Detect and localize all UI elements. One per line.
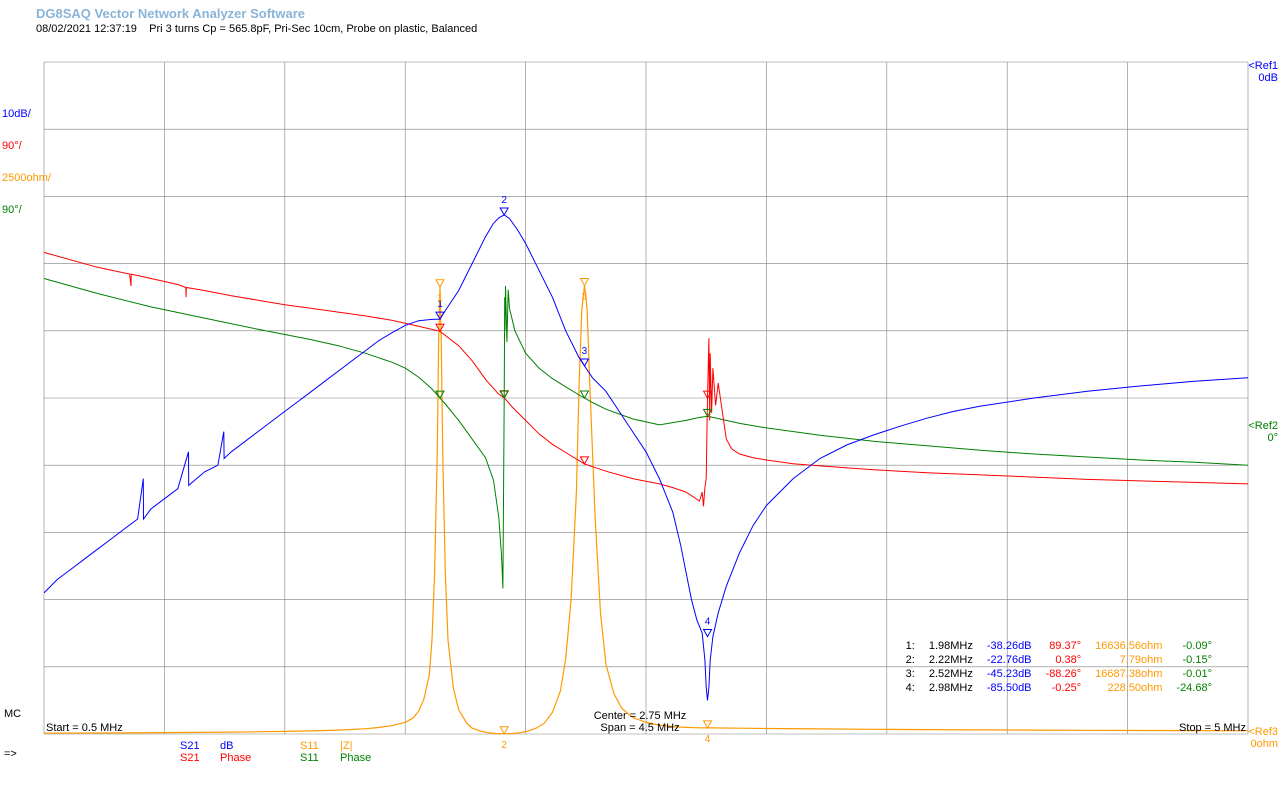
mc-label: MC	[4, 708, 21, 720]
y-label: 2500ohm/	[2, 170, 51, 186]
y-label: 10dB/	[2, 106, 51, 122]
svg-text:4: 4	[705, 617, 711, 628]
x-center-label: Center = 2.75 MHzSpan = 4.5 MHz	[0, 710, 1280, 734]
y-ref-label: <Ref1 0dB	[1248, 60, 1278, 84]
description: Pri 3 turns Cp = 565.8pF, Pri-Sec 10cm, …	[149, 23, 477, 35]
svg-text:2: 2	[501, 740, 507, 751]
plot-area[interactable]: 11223344 10dB/ 90°/ 2500ohm/ 90°/ <Ref1 …	[0, 48, 1280, 768]
y-label: 90°/	[2, 138, 51, 154]
trace-legend: S21dBS11|Z|S21PhaseS11Phase	[180, 740, 420, 764]
timestamp: 08/02/2021 12:37:19	[36, 23, 137, 35]
marker-readout-table: 1:1.98MHz-38.26dB89.37°16636.56ohm-0.09°…	[898, 638, 1220, 696]
app-title: DG8SAQ Vector Network Analyzer Software	[0, 0, 1280, 23]
subtitle: 08/02/2021 12:37:19 Pri 3 turns Cp = 565…	[0, 23, 1280, 41]
arrow-label: =>	[4, 748, 17, 760]
svg-text:1: 1	[437, 293, 443, 304]
x-stop-label: Stop = 5 MHz	[1179, 722, 1246, 734]
y-ref-label: <Ref2 0°	[1248, 420, 1278, 444]
svg-text:3: 3	[582, 346, 588, 357]
svg-text:4: 4	[705, 734, 711, 745]
y-label: 90°/	[2, 202, 51, 218]
y-axis-left-labels: 10dB/ 90°/ 2500ohm/ 90°/	[2, 106, 51, 234]
svg-text:2: 2	[501, 195, 507, 206]
svg-text:3: 3	[582, 291, 588, 302]
